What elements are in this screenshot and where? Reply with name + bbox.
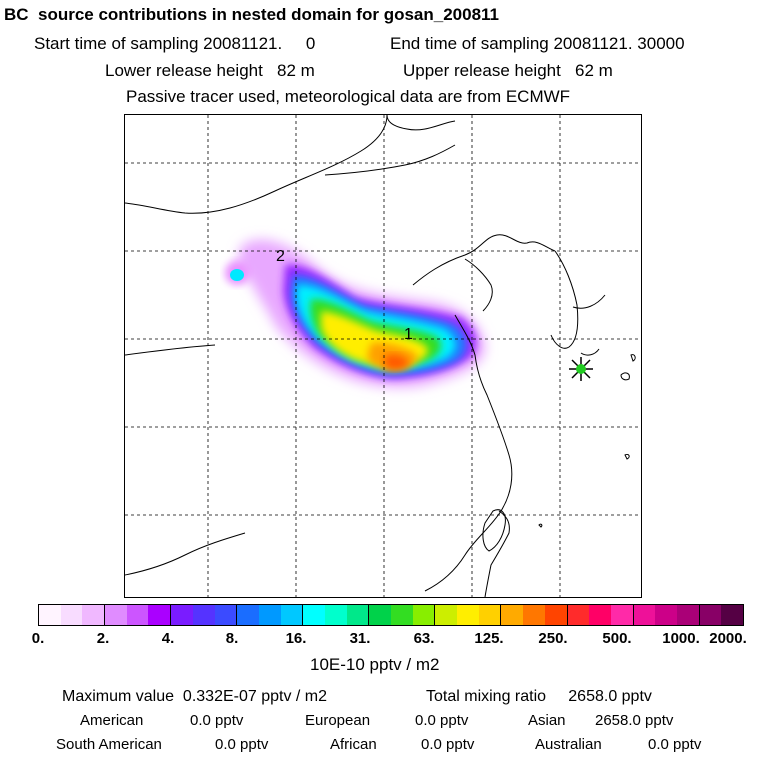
colorbar-swatch — [655, 605, 677, 625]
colorbar-swatch — [676, 605, 700, 625]
tracer-note-text: Passive tracer used, meteorological data… — [126, 87, 571, 106]
tick-label: 63. — [413, 630, 435, 647]
total-mixing-text: Total mixing ratio 2658.0 pptv — [426, 688, 652, 705]
colorbar-swatch — [435, 605, 458, 625]
colorbar-swatch — [126, 605, 149, 625]
star-marker-icon — [569, 357, 593, 381]
colorbar-swatch — [214, 605, 238, 625]
colorbar-swatch — [589, 605, 611, 625]
asian-label: Asian — [528, 712, 566, 729]
plume-field — [225, 239, 486, 388]
colorbar-swatch — [258, 605, 281, 625]
colorbar-swatch — [303, 605, 325, 625]
asian-value: 2658.0 pptv — [595, 712, 674, 729]
colorbar-swatch — [369, 605, 391, 625]
tick-label: 1000. — [662, 630, 700, 647]
colorbar — [38, 604, 744, 626]
colorbar-swatch — [82, 605, 106, 625]
maximum-value-text: Maximum value 0.332E-07 pptv / m2 — [62, 688, 328, 705]
colorbar-swatch — [721, 605, 743, 625]
american-value: 0.0 pptv — [190, 712, 244, 729]
tick-label: 2. — [96, 630, 110, 647]
colorbar-swatch — [237, 605, 259, 625]
tick-label: 4. — [161, 630, 175, 647]
european-value: 0.0 pptv — [415, 712, 469, 729]
tick-label: 31. — [349, 630, 371, 647]
plume-patch-2-core — [230, 269, 244, 281]
colorbar-swatch — [457, 605, 479, 625]
european-label: European — [305, 712, 371, 729]
colorbar-unit: 10E-10 pptv / m2 — [310, 655, 440, 674]
colorbar-swatch — [148, 605, 172, 625]
tick-label: 2000. — [709, 630, 747, 647]
colorbar-swatch — [544, 605, 568, 625]
colorbar-swatch — [105, 605, 127, 625]
colorbar-swatch — [280, 605, 304, 625]
lower-release-text: Lower release height 82 m — [105, 61, 315, 80]
tick-label: 250. — [538, 630, 568, 647]
american-label: American — [80, 712, 144, 729]
south-american-value: 0.0 pptv — [215, 736, 269, 753]
colorbar-ticks: 0. 2. 4. 8. 16. 31. 63. 125. 250. 500. 1… — [0, 630, 768, 650]
colorbar-swatch — [523, 605, 545, 625]
upper-release-text: Upper release height 62 m — [403, 61, 613, 80]
source-label-2: 2 — [276, 248, 285, 265]
tick-label: 8. — [225, 630, 239, 647]
graticule — [125, 115, 641, 597]
start-time-text: Start time of sampling 20081121. 0 — [34, 34, 316, 53]
plot-title: BC source contributions in nested domain… — [4, 5, 500, 24]
colorbar-swatch — [633, 605, 656, 625]
south-american-label: South American — [56, 736, 162, 753]
australian-label: Australian — [535, 736, 602, 753]
colorbar-swatch — [346, 605, 370, 625]
colorbar-swatch — [39, 605, 61, 625]
colorbar-swatch — [567, 605, 590, 625]
colorbar-swatch — [478, 605, 502, 625]
tick-label: 16. — [285, 630, 307, 647]
colorbar-swatch — [699, 605, 722, 625]
african-value: 0.0 pptv — [421, 736, 475, 753]
islands — [538, 354, 636, 528]
colorbar-swatch — [391, 605, 413, 625]
tick-label: 500. — [602, 630, 632, 647]
african-label: African — [330, 736, 377, 753]
colorbar-swatch — [171, 605, 193, 625]
map-canvas: 1 2 — [125, 115, 641, 597]
map-panel: 1 2 — [124, 114, 642, 598]
colorbar-swatch — [501, 605, 524, 625]
australian-value: 0.0 pptv — [648, 736, 702, 753]
plume-core — [384, 354, 409, 370]
coastlines — [125, 115, 606, 597]
colorbar-swatch — [192, 605, 215, 625]
colorbar-swatch — [60, 605, 83, 625]
colorbar-swatch — [324, 605, 347, 625]
source-label-1: 1 — [404, 326, 413, 343]
colorbar-swatch — [412, 605, 436, 625]
end-time-text: End time of sampling 20081121. 30000 — [390, 34, 685, 53]
taiwan-outline — [482, 509, 506, 552]
tick-label: 0. — [31, 630, 45, 647]
colorbar-swatch — [610, 605, 634, 625]
tick-label: 125. — [474, 630, 504, 647]
